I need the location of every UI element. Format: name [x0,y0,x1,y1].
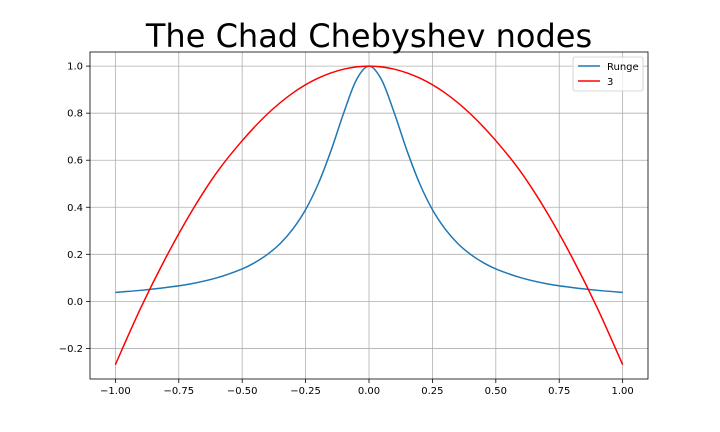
chart-title: The Chad Chebyshev nodes [145,17,592,55]
x-tick-label: −0.25 [290,386,321,397]
series-lines [114,65,624,365]
y-tick-label: 0.2 [67,250,83,261]
x-tick-label: 0.75 [548,386,570,397]
grid [90,52,648,379]
y-tick-label: 0.6 [67,156,83,167]
y-tick-label: 0.0 [67,297,83,308]
y-tick-label: −0.2 [59,344,83,355]
legend-label-3: 3 [607,77,613,88]
x-tick-label: −1.00 [100,386,131,397]
legend-label-runge: Runge [607,62,639,73]
y-tick-label: 0.8 [67,109,83,120]
axis-ticks: −1.00 −0.75 −0.50 −0.25 0.00 0.25 0.50 0.75 1.00… [59,62,634,397]
legend: Runge 3 [572,56,644,92]
x-tick-label: 0.50 [485,386,507,397]
x-tick-label: 0.00 [358,386,380,397]
x-tick-label: 0.25 [421,386,443,397]
x-tick-label: 1.00 [612,386,634,397]
x-tick-label: −0.50 [227,386,258,397]
y-tick-label: 1.0 [67,62,83,73]
series-line-3 [114,65,624,365]
y-tick-label: 0.4 [67,203,83,214]
x-tick-label: −0.75 [163,386,194,397]
